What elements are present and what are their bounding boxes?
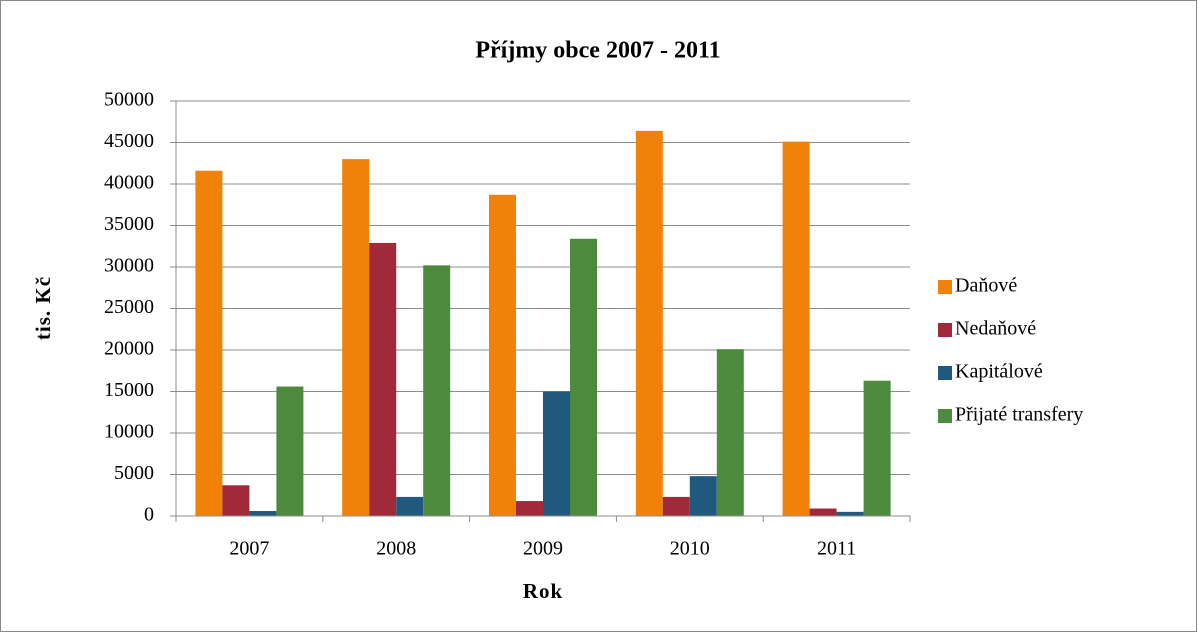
- bar: [396, 496, 424, 516]
- bar: [716, 349, 744, 516]
- y-tick-label: 20000: [104, 338, 154, 360]
- legend-label: Kapitálové: [955, 361, 1043, 383]
- bar: [635, 130, 663, 516]
- x-tick-label: 2009: [523, 538, 563, 560]
- bar: [809, 508, 837, 516]
- legend-swatch: [938, 323, 952, 337]
- bar: [489, 194, 516, 517]
- legend-label: Přijaté transfery: [955, 404, 1083, 426]
- y-tick-label: 45000: [104, 130, 154, 152]
- bar: [369, 242, 397, 516]
- legend-swatch: [938, 280, 952, 294]
- legend-swatch: [938, 409, 952, 423]
- y-tick-label: 35000: [104, 213, 154, 235]
- bar: [782, 141, 810, 517]
- y-tick-label: 25000: [104, 296, 154, 318]
- bar: [249, 511, 277, 516]
- bar: [516, 501, 543, 516]
- chart-title: Příjmy obce 2007 - 2011: [475, 38, 720, 64]
- legend-label: Nedaňové: [955, 318, 1036, 340]
- bar: [342, 159, 370, 516]
- bar: [570, 238, 597, 516]
- legend-label: Daňové: [955, 275, 1017, 297]
- y-tick-label: 40000: [104, 172, 154, 194]
- bar: [863, 380, 891, 516]
- y-axis-label: tis. Kč: [31, 276, 55, 340]
- y-tick-label: 10000: [104, 421, 154, 443]
- legend-swatch: [938, 366, 952, 380]
- x-tick-label: 2008: [376, 538, 416, 560]
- y-tick-label: 0: [144, 504, 154, 526]
- bar: [423, 265, 451, 516]
- x-tick-label: 2010: [670, 538, 710, 560]
- x-tick-label: 2011: [817, 538, 856, 560]
- bar: [662, 496, 690, 516]
- bar: [276, 386, 304, 516]
- bar: [689, 476, 717, 516]
- y-tick-label: 15000: [104, 379, 154, 401]
- y-tick-label: 50000: [104, 89, 154, 111]
- bar: [195, 170, 223, 516]
- bar: [222, 485, 250, 516]
- bar: [836, 511, 864, 516]
- bar: [543, 391, 570, 516]
- y-tick-label: 5000: [114, 462, 154, 484]
- y-tick-label: 30000: [104, 255, 154, 277]
- x-axis-label: Rok: [523, 579, 563, 603]
- x-tick-label: 2007: [229, 538, 269, 560]
